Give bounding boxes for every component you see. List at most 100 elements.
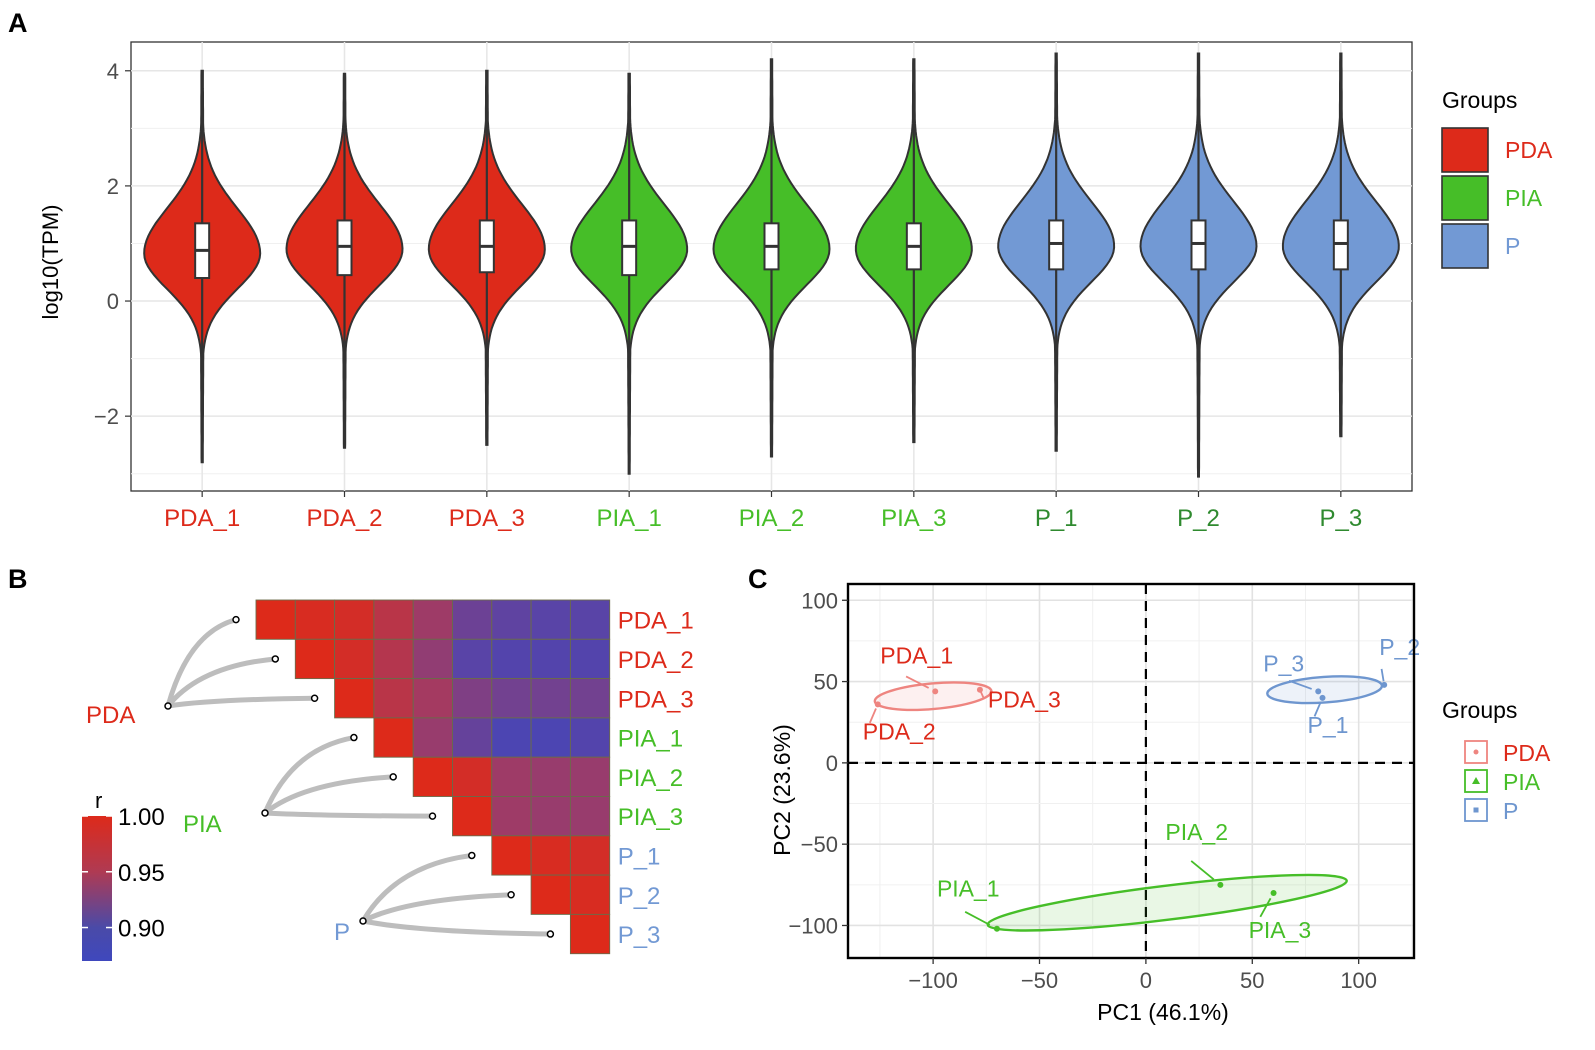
heatmap-row-label-P_2: P_2: [618, 883, 661, 910]
heatmap-cell: [569, 599, 611, 640]
heatmap-row-label-P_3: P_3: [618, 922, 661, 949]
heatmap-row-label-PDA_2: PDA_2: [618, 647, 694, 674]
point-label-P_3: P_3: [1263, 650, 1304, 676]
heatmap-cell: [530, 874, 571, 915]
dendrogram-curve: [262, 774, 396, 816]
dendrogram-node: [546, 930, 555, 938]
heatmap-cell: [373, 678, 414, 719]
heatmap-cell: [569, 835, 611, 876]
point-PIA_3: [1270, 889, 1277, 896]
x-tick-label: −100: [908, 968, 958, 993]
heatmap-cell: [373, 717, 414, 758]
y-tick-label: 2: [107, 174, 119, 199]
panel-b-sample-labels: PDA_1 PDA_2 PDA_3 PIA_1 PIA_2 PIA_3 P_1 P_2 P_3: [618, 608, 694, 949]
x-tick-label: 0: [1140, 968, 1152, 993]
x-tick-label-PIA_1: PIA_1: [596, 505, 661, 532]
heatmap-cell: [452, 717, 493, 758]
heatmap-cell: [412, 638, 453, 680]
label-arrow-PIA_2: [1190, 860, 1215, 881]
heatmap-cell: [569, 717, 611, 758]
y-tick-label: 0: [826, 751, 838, 776]
heatmap-cell: [334, 678, 375, 719]
dendrogram-curve: [360, 852, 475, 924]
legend-label-PIA: PIA: [1505, 185, 1543, 211]
dendrogram-hub: [164, 702, 172, 710]
dendrogram-curve: [165, 695, 318, 709]
x-tick-label-PDA_1: PDA_1: [164, 505, 240, 532]
point-P_1: [1319, 694, 1326, 701]
heatmap-row-label-PDA_1: PDA_1: [618, 608, 694, 635]
heatmap-cell: [373, 599, 414, 640]
y-tick-label: −100: [788, 913, 838, 938]
panel-b-heatmap-cells: [255, 599, 611, 955]
point-PDA_3: [976, 686, 983, 693]
x-tick-label-P_3: P_3: [1319, 505, 1362, 532]
legend-swatch-P: [1441, 223, 1489, 269]
heatmap-cell: [294, 599, 336, 640]
heatmap-cell: [452, 599, 493, 640]
heatmap-cell: [491, 756, 532, 797]
heatmap-cell: [373, 638, 414, 680]
panel-letter-c: C: [748, 564, 768, 594]
heatmap-row-label-P_1: P_1: [618, 843, 661, 870]
heatmap-cell: [412, 678, 453, 719]
panel-letter-b: B: [8, 564, 28, 594]
dendrogram-curve: [262, 810, 435, 819]
panel-b-dendrogram: PDA PIA P: [86, 615, 555, 946]
x-tick-label-PDA_3: PDA_3: [449, 505, 525, 532]
y-tick-label: 100: [801, 588, 838, 613]
point-label-PIA_1: PIA_1: [937, 876, 1000, 902]
heatmap-cell: [412, 756, 453, 797]
heatmap-cell: [569, 796, 611, 837]
x-tick-label-PIA_2: PIA_2: [739, 505, 804, 532]
dendrogram-node: [507, 891, 515, 899]
panel-a-violins: [143, 52, 1400, 478]
x-tick-label-PDA_2: PDA_2: [306, 505, 382, 532]
panel-a-y-ticks: −2 0 2 4: [94, 59, 131, 429]
dendrogram-node: [468, 851, 476, 860]
colorbar-gradient: [82, 816, 112, 961]
heatmap-cell: [491, 717, 532, 758]
heatmap-cell: [452, 638, 493, 680]
x-tick-label-PIA_3: PIA_3: [881, 505, 946, 532]
colorbar-tick-label: 0.90: [118, 916, 165, 943]
x-tick-label: −50: [1021, 968, 1058, 993]
ellipse-P: [1266, 675, 1384, 705]
heatmap-cell: [530, 678, 571, 719]
label-arrow-PDA_1: [905, 675, 930, 689]
heatmap-cell: [569, 638, 611, 680]
colorbar-tick-label: 0.95: [118, 860, 165, 887]
label-arrow-PIA_1: [964, 910, 991, 926]
heatmap-cell: [569, 756, 611, 797]
label-arrow-P_3: [1288, 679, 1312, 690]
point-label-P_1: P_1: [1308, 712, 1349, 738]
heatmap-cell: [491, 638, 532, 680]
heatmap-cell: [452, 796, 493, 837]
heatmap-cell: [255, 599, 296, 640]
heatmap-cell: [569, 874, 611, 915]
heatmap-cell: [530, 599, 571, 640]
panel-c-pca-scatter: C PDA_1PDA_2PDA_3PIA_1PIA_2PIA_3P_1P_2P_…: [748, 564, 1551, 1025]
panel-c-x-axis-label: PC1 (46.1%): [1097, 999, 1229, 1025]
label-arrow-PDA_2: [869, 708, 877, 724]
dendrogram-curve: [360, 918, 553, 937]
panel-a-legend-title: Groups: [1442, 87, 1517, 113]
heatmap-cell: [530, 835, 571, 876]
dendrogram-node: [350, 733, 358, 742]
legend-marker-PIA: [1472, 777, 1480, 784]
dendrogram-node: [389, 773, 397, 781]
x-tick-label: 100: [1340, 968, 1377, 993]
panel-a-legend: Groups PDA PIA P: [1441, 87, 1553, 269]
panel-a-y-axis-label: log10(TPM): [38, 205, 63, 320]
heatmap-cell: [569, 913, 611, 955]
heatmap-cell: [530, 796, 571, 837]
ellipse-PDA: [873, 681, 993, 712]
heatmap-cell: [491, 835, 532, 876]
dendrogram-node: [232, 615, 240, 624]
heatmap-cell: [530, 717, 571, 758]
x-tick-label-P_2: P_2: [1177, 505, 1220, 532]
heatmap-cell: [491, 599, 532, 640]
label-arrow-P_2: [1380, 668, 1385, 682]
heatmap-cell: [491, 678, 532, 719]
